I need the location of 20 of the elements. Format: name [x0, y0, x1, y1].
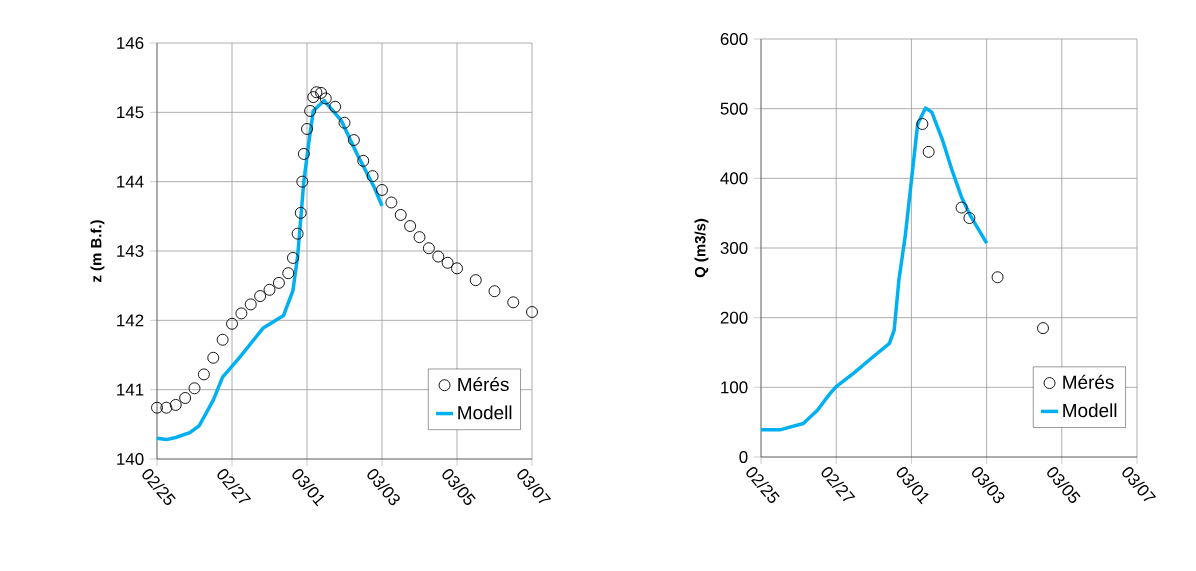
y-tick-label: 146 — [117, 37, 144, 49]
y-axis-title: Q (m3/s) — [694, 218, 709, 278]
y-tick-label: 500 — [720, 102, 748, 115]
legend-label: Modell — [458, 405, 512, 420]
y-tick-label: 145 — [117, 106, 144, 119]
y-tick-label: 400 — [720, 172, 748, 185]
y-tick-label: 100 — [721, 381, 748, 394]
legend-label: Mérés — [458, 376, 509, 392]
y-tick-label: 142 — [117, 314, 144, 327]
legend-label: Modell — [1063, 403, 1117, 418]
legend-label: Mérés — [1063, 374, 1114, 389]
y-tick-label: 140 — [117, 453, 144, 465]
y-tick-label: 143 — [117, 245, 144, 257]
y-tick-label: 200 — [720, 311, 748, 324]
y-tick-label: 0 — [739, 451, 748, 463]
y-tick-label: 300 — [720, 242, 748, 254]
y-tick-label: 144 — [117, 175, 144, 188]
y-axis-title: z (m B.f.) — [90, 220, 105, 282]
y-tick-label: 141 — [117, 383, 144, 396]
y-tick-label: 600 — [720, 33, 748, 46]
